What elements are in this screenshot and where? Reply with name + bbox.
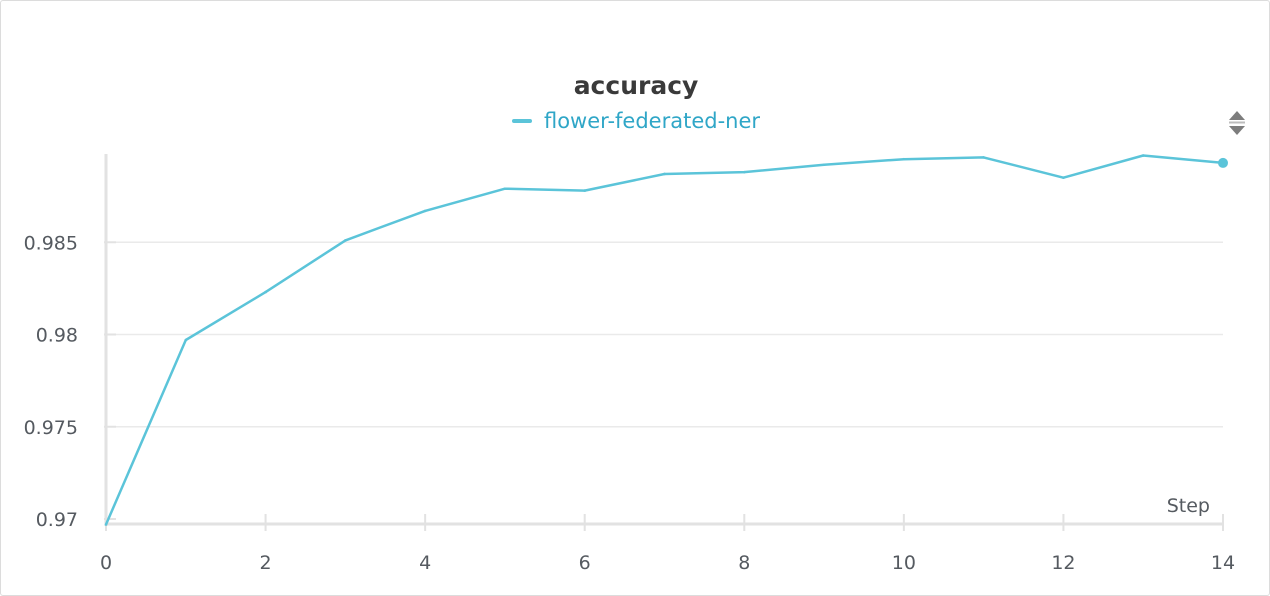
data-point xyxy=(742,170,746,174)
x-tick-label: 8 xyxy=(738,552,750,574)
data-point xyxy=(344,239,347,242)
legend-label[interactable]: flower-federated-ner xyxy=(543,109,761,133)
up-down-arrows-icon[interactable] xyxy=(1225,109,1249,137)
x-tick-label: 14 xyxy=(1211,552,1235,574)
y-tick-label: 0.985 xyxy=(24,232,78,254)
x-tick-label: 0 xyxy=(100,552,112,574)
data-point xyxy=(104,523,108,526)
x-tick-label: 4 xyxy=(419,552,431,574)
legend: flower-federated-ner xyxy=(1,109,1270,133)
data-point xyxy=(902,157,906,161)
data-point xyxy=(982,156,985,159)
y-tick-label: 0.97 xyxy=(36,509,78,531)
series-end-marker xyxy=(1218,157,1228,168)
data-point xyxy=(184,338,188,342)
data-point xyxy=(423,209,427,213)
data-point xyxy=(503,187,507,191)
data-point xyxy=(583,189,587,192)
x-axis-label: Step xyxy=(1167,495,1210,517)
x-tick-label: 2 xyxy=(260,552,272,574)
data-point xyxy=(264,290,267,294)
x-tick-label: 12 xyxy=(1051,552,1075,574)
series-line xyxy=(104,154,1224,525)
x-tick-label: 10 xyxy=(892,552,916,574)
y-tick-label: 0.975 xyxy=(24,417,78,439)
y-tick-label: 0.98 xyxy=(36,325,78,347)
data-point xyxy=(663,172,666,176)
data-point xyxy=(822,163,826,167)
data-point xyxy=(1062,176,1065,179)
legend-swatch xyxy=(511,119,532,123)
data-point xyxy=(1141,154,1145,157)
chart-title: accuracy xyxy=(573,71,699,100)
x-tick-label: 6 xyxy=(579,552,591,574)
